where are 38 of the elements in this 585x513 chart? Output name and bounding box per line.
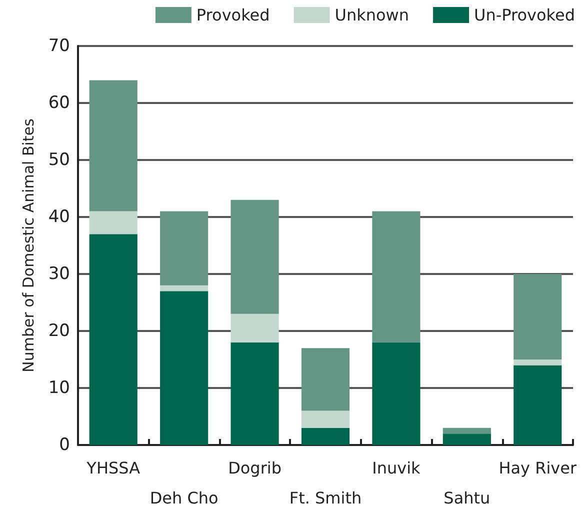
y-tick-label: 20 (48, 321, 70, 341)
legend-label: Provoked (196, 6, 270, 24)
y-tick-label: 50 (48, 150, 70, 170)
bar (160, 291, 208, 445)
bar (301, 410, 350, 428)
bar (301, 348, 350, 411)
bar (514, 360, 562, 366)
y-tick-label: 30 (48, 264, 70, 284)
x-tick-label: Dogrib (228, 458, 282, 478)
y-tick-label: 70 (48, 36, 70, 56)
bar (230, 200, 279, 314)
y-tick-label: 10 (48, 378, 70, 398)
y-tick-label: 0 (59, 435, 70, 455)
bar (301, 428, 350, 445)
bar (442, 434, 491, 445)
bar (89, 234, 138, 445)
y-axis-title: Number of Domestic Animal Bites (20, 118, 38, 372)
x-tick-label: Sahtu (444, 488, 490, 508)
bar (89, 80, 138, 212)
x-tick-label: Inuvik (372, 458, 422, 478)
bar (230, 342, 279, 445)
x-tick-label: YHSSA (86, 458, 140, 478)
x-tick-label: Hay River (498, 458, 577, 478)
bar (89, 211, 138, 234)
bar (514, 365, 562, 445)
y-tick-label: 40 (48, 207, 70, 227)
bar (372, 342, 420, 445)
bar (514, 274, 562, 360)
bar (442, 428, 491, 434)
legend-label: Unknown (334, 6, 410, 24)
bar (372, 211, 420, 342)
legend-label: Un-Provoked (474, 6, 576, 24)
x-tick-label: Deh Cho (150, 488, 218, 508)
x-tick-label: Ft. Smith (289, 488, 362, 508)
bar (160, 211, 208, 286)
y-tick-label: 60 (48, 93, 70, 113)
bar (160, 285, 208, 292)
bar (230, 314, 279, 342)
